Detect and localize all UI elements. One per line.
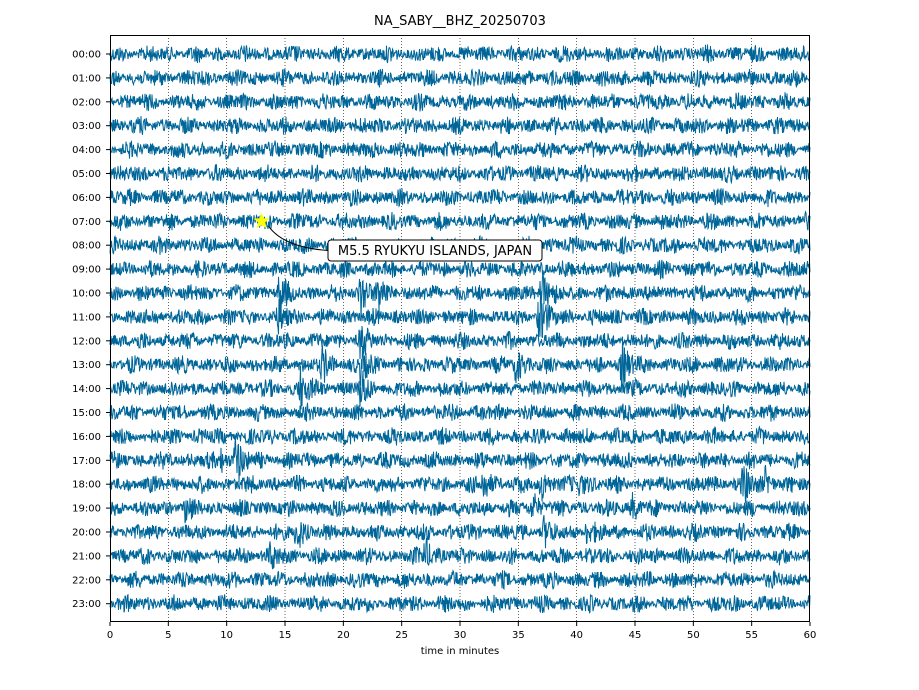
x-tick-label: 10 <box>220 630 233 641</box>
y-tick-label: 05:00 <box>72 169 101 180</box>
x-tick-label: 60 <box>804 630 817 641</box>
x-tick-label: 0 <box>107 630 113 641</box>
y-tick-label: 18:00 <box>72 480 101 491</box>
y-tick-label: 10:00 <box>72 289 101 300</box>
grid-lines <box>168 35 752 622</box>
plot-area-frame <box>110 35 810 622</box>
trace-0400 <box>109 140 811 160</box>
trace-0900 <box>109 259 811 281</box>
y-tick-label: 21:00 <box>72 551 101 562</box>
y-tick-label: 08:00 <box>72 241 101 252</box>
x-tick-label: 55 <box>745 630 758 641</box>
y-tick-label: 06:00 <box>72 193 101 204</box>
y-tick-label: 16:00 <box>72 432 101 443</box>
y-tick-label: 00:00 <box>72 50 101 61</box>
y-tick-label: 22:00 <box>72 575 101 586</box>
y-tick-label: 23:00 <box>72 599 101 610</box>
trace-1500 <box>109 402 811 423</box>
y-tick-label: 19:00 <box>72 504 101 515</box>
y-tick-label: 02:00 <box>72 97 101 108</box>
y-tick-label: 15:00 <box>72 408 101 419</box>
trace-2000 <box>109 515 811 549</box>
y-axis-ticks: 00:00 01:00 02:00 03:00 04:00 05:00 06:00 07:00… <box>72 50 110 610</box>
x-tick-label: 25 <box>395 630 408 641</box>
trace-0000 <box>109 44 811 64</box>
x-axis-ticks: 0 5 10 15 20 25 30 35 40 45 50 55 60 <box>107 622 817 641</box>
x-tick-label: 45 <box>629 630 642 641</box>
y-tick-label: 01:00 <box>72 73 101 84</box>
x-tick-label: 5 <box>165 630 171 641</box>
trace-1100 <box>109 290 811 341</box>
trace-0700 <box>109 210 811 231</box>
trace-1200 <box>109 325 811 360</box>
trace-1700 <box>109 438 811 482</box>
x-tick-label: 40 <box>570 630 583 641</box>
chart-title: NA_SABY__BHZ_20250703 <box>374 14 546 29</box>
x-tick-label: 20 <box>337 630 350 641</box>
trace-0300 <box>109 116 811 136</box>
trace-0200 <box>109 92 811 112</box>
x-tick-label: 50 <box>687 630 700 641</box>
event-star-marker <box>253 212 270 229</box>
trace-0500 <box>109 164 811 185</box>
trace-1000 <box>109 271 811 322</box>
trace-2100 <box>109 537 811 570</box>
annotation-label: M5.5 RYUKYU ISLANDS, JAPAN <box>338 244 532 259</box>
trace-1900 <box>109 491 811 524</box>
y-tick-label: 07:00 <box>72 217 101 228</box>
y-tick-label: 09:00 <box>72 265 101 276</box>
x-tick-label: 30 <box>454 630 467 641</box>
x-axis-label: time in minutes <box>421 646 500 657</box>
y-tick-label: 04:00 <box>72 145 101 156</box>
trace-1600 <box>109 425 811 447</box>
annotation-box <box>327 239 543 262</box>
y-tick-label: 20:00 <box>72 528 101 539</box>
y-tick-label: 12:00 <box>72 336 101 347</box>
x-tick-label: 15 <box>279 630 292 641</box>
trace-1400 <box>109 365 811 410</box>
seismic-traces <box>109 44 811 614</box>
trace-1300 <box>109 336 811 394</box>
trace-0600 <box>109 188 811 208</box>
y-tick-label: 13:00 <box>72 360 101 371</box>
event-annotations: M5.5 RYUKYU ISLANDS, JAPAN <box>253 212 543 262</box>
trace-2200 <box>109 569 811 591</box>
trace-2300 <box>109 593 811 614</box>
trace-0100 <box>109 68 811 88</box>
y-tick-label: 14:00 <box>72 384 101 395</box>
y-tick-label: 03:00 <box>72 121 101 132</box>
annotation-arrow <box>268 226 329 251</box>
x-tick-label: 35 <box>512 630 525 641</box>
trace-1800 <box>109 464 811 503</box>
y-tick-label: 17:00 <box>72 456 101 467</box>
y-tick-label: 11:00 <box>72 312 101 323</box>
